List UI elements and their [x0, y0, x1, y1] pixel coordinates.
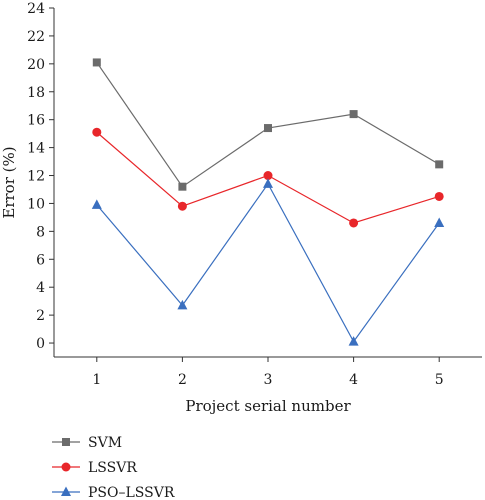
- data-point: [434, 191, 444, 201]
- y-tick-label: 4: [36, 280, 45, 296]
- y-tick-label: 16: [27, 113, 45, 129]
- data-point: [92, 127, 102, 137]
- x-tick-label: 2: [178, 372, 187, 388]
- legend-item: SVM: [52, 435, 122, 451]
- legend-label: SVM: [88, 435, 122, 451]
- y-tick-label: 24: [27, 1, 45, 17]
- data-point: [263, 171, 273, 181]
- data-point: [349, 218, 359, 228]
- x-axis-title: Project serial number: [185, 397, 351, 415]
- legend-item: LSSVR: [52, 460, 137, 476]
- y-axis-title: Error (%): [0, 146, 18, 218]
- x-tick-label: 1: [92, 372, 101, 388]
- series-triangle: [91, 178, 445, 346]
- data-point: [263, 178, 273, 188]
- series-layer: [91, 58, 445, 346]
- y-tick-label: 18: [27, 85, 45, 101]
- data-point: [91, 199, 102, 209]
- legend-marker: [62, 438, 70, 446]
- data-point: [177, 299, 188, 310]
- x-tick-label: 3: [264, 372, 273, 388]
- data-point: [92, 58, 101, 67]
- legend-item: PSO–LSSVR: [52, 485, 175, 500]
- data-point: [177, 201, 187, 211]
- legend: SVM LSSVR PSO–LSSVR: [52, 435, 175, 500]
- data-point: [264, 124, 272, 133]
- y-tick-label: 6: [36, 252, 45, 268]
- y-tick-label: 0: [36, 336, 45, 352]
- data-point: [348, 336, 359, 346]
- y-tick-label: 14: [27, 141, 45, 157]
- y-tick-label: 20: [27, 57, 45, 73]
- x-tick-label: 4: [349, 372, 358, 388]
- series-line: [96, 182, 440, 343]
- y-tick-label: 2: [36, 308, 45, 324]
- legend-label: LSSVR: [88, 460, 137, 476]
- y-tick-label: 22: [27, 29, 45, 45]
- legend-label: PSO–LSSVR: [88, 485, 175, 500]
- y-tick-label: 12: [27, 169, 45, 185]
- series-circle: [92, 127, 444, 228]
- data-point: [178, 182, 187, 191]
- x-tick-label: 5: [435, 372, 444, 388]
- series-square: [92, 58, 444, 191]
- data-point: [435, 160, 444, 169]
- legend-marker: [61, 462, 71, 472]
- data-point: [434, 217, 445, 227]
- legend-marker: [61, 486, 71, 496]
- y-tick-label: 10: [27, 196, 45, 212]
- y-tick-label: 8: [36, 224, 45, 240]
- data-point: [349, 110, 358, 119]
